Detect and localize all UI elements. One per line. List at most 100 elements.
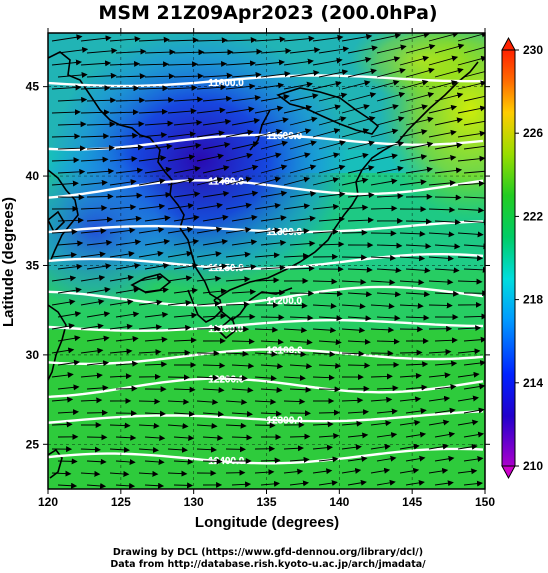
wind-arrow [260,457,281,464]
wind-arrow [428,279,454,286]
wind-arrow [57,384,80,391]
contour-line [48,179,484,199]
colorbar-min-arrow [501,465,516,480]
wind-arrow [312,444,333,451]
wind-arrow [51,133,81,140]
wind-arrow [167,324,192,331]
wind-arrow [463,168,485,175]
y-axis-label: Latitude (degrees) [0,197,17,327]
wind-arrow [289,93,319,102]
wind-arrow [312,104,341,114]
wind-arrow [196,226,223,234]
wind-arrow [457,371,480,378]
wind-arrow [341,204,369,211]
y-tick-label: 45 [26,80,40,94]
wind-arrow [202,434,224,441]
wind-arrow [405,166,433,174]
wind-arrow [202,95,233,102]
wind-arrow [254,469,275,476]
wind-arrow [80,372,103,379]
wind-arrow [347,92,377,102]
wind-arrow [254,128,283,138]
wind-arrow [138,250,164,258]
wind-arrow [405,141,434,150]
wind-arrow [86,482,107,489]
wind-arrow [80,298,105,306]
wind-arrow [318,290,344,297]
wind-arrow [173,287,198,294]
wind-arrow [225,301,250,308]
contour-line [48,285,484,307]
wind-arrow [144,311,169,318]
wind-arrow [196,202,223,210]
wind-arrow [260,48,292,54]
wind-arrow [225,83,256,90]
wind-arrow [51,323,75,330]
wind-arrow [260,386,283,393]
x-tick-label: 140 [329,495,349,509]
wind-arrow [283,302,308,309]
wind-arrow [428,55,459,66]
wind-arrow [457,395,479,402]
wind-arrow [167,250,193,258]
wind-arrow [109,204,137,211]
wind-arrow [318,92,348,102]
colorbar-max-arrow [501,36,516,51]
wind-arrow [318,164,346,174]
wind-arrow [428,419,450,426]
wind-arrow [225,375,248,382]
wind-arrow [399,154,428,162]
wind-arrow [260,338,284,345]
wind-arrow [196,325,221,332]
wind-arrow [138,422,160,429]
wind-arrow [138,36,170,43]
wind-arrow [289,47,321,54]
wind-arrow [202,313,227,320]
wind-arrow [283,228,310,235]
wind-arrow [109,373,132,380]
contour-label: 11150.0 [208,324,243,335]
wind-arrow [405,384,428,391]
wind-arrow [167,226,194,234]
y-tick-label: 25 [26,437,40,451]
wind-arrow [115,482,136,489]
wind-arrow [260,314,285,321]
wind-arrow [428,255,454,262]
wind-arrow [318,362,342,369]
wind-arrow [457,325,482,332]
wind-arrow [51,109,81,116]
wind-arrow [428,104,458,114]
wind-arrow [283,398,306,405]
wind-arrow [347,266,373,273]
wind-arrow [80,85,111,92]
wind-arrow [341,152,369,162]
wind-arrow [428,231,455,238]
wind-arrow [399,349,423,356]
colorbar-tick-label: 230 [523,43,543,57]
wind-arrow [86,263,112,270]
wind-arrow [405,43,436,54]
contour-label: 11400.0 [208,176,244,187]
wind-arrow [289,140,317,150]
wind-arrow [463,266,485,273]
wind-arrow [196,153,224,162]
wind-arrow [289,190,317,198]
wind-arrow [254,105,284,114]
wind-arrow [254,351,278,358]
wind-arrow [231,434,253,441]
wind-arrow [341,303,366,310]
wind-arrow [370,467,391,474]
contour-label: 12300.0 [267,416,304,427]
wind-arrow [80,156,109,163]
wind-arrow [405,218,432,225]
wind-arrow [428,302,453,309]
wind-arrow [225,276,251,283]
wind-arrow [463,95,485,102]
wind-arrow [80,179,108,186]
wind-arrow [283,128,312,138]
wind-arrow [109,60,141,67]
wind-arrow [57,263,83,270]
wind-arrow [231,190,259,198]
wind-arrow [318,456,339,463]
